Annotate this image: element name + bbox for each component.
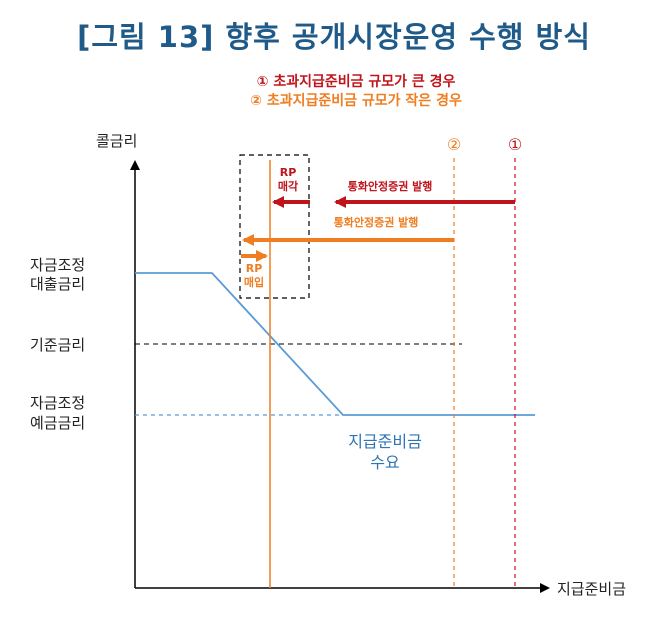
rp-sell-label-2: 매각 <box>278 179 298 193</box>
y-axis-label: 콜금리 <box>96 132 137 150</box>
base-rate-label: 기준금리 <box>30 336 85 354</box>
lending-rate-label-1: 자금조정 <box>30 256 85 274</box>
case1-msb-label: 통화안정증권 발행 <box>348 179 433 193</box>
figure-title: [그림 13] 향후 공개시장운영 수행 방식 <box>77 20 591 54</box>
demand-curve-label-2: 수요 <box>370 453 399 472</box>
case2-marker: ② <box>447 135 461 154</box>
deposit-rate-label-1: 자금조정 <box>30 394 85 412</box>
rp-buy-label-2: 매입 <box>244 275 264 289</box>
case2-msb-label: 통화안정증권 발행 <box>334 215 419 229</box>
demand-curve-label-1: 지급준비금 <box>348 432 422 451</box>
legend-case2: ② 초과지급준비금 규모가 작은 경우 <box>250 92 462 109</box>
rp-operation-box <box>239 154 310 299</box>
x-axis-label: 지급준비금 <box>557 580 626 598</box>
reserve-demand-curve <box>135 272 535 416</box>
rp-buy-label-1: RP <box>246 262 263 275</box>
lending-rate-label-2: 대출금리 <box>30 275 85 293</box>
case1-marker: ① <box>508 135 522 154</box>
rp-sell-label-1: RP <box>280 166 297 179</box>
deposit-rate-label-2: 예금금리 <box>30 414 85 432</box>
legend-case1: ① 초과지급준비금 규모가 큰 경우 <box>257 73 456 90</box>
